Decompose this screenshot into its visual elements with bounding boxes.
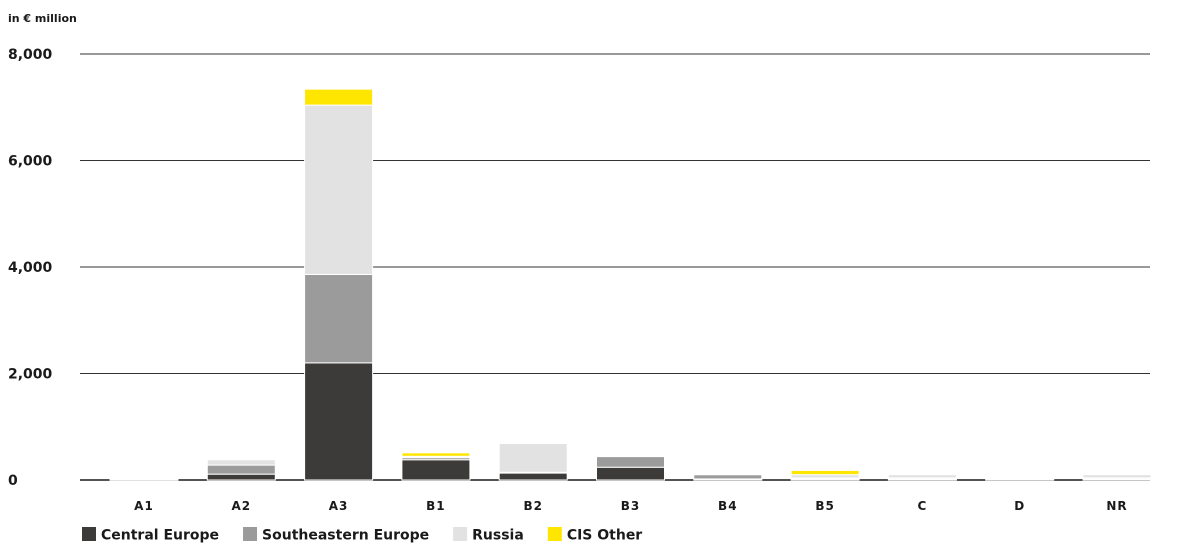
legend-swatch: [453, 527, 468, 541]
x-tick-label: A2: [231, 499, 251, 513]
bars: [109, 88, 1152, 481]
y-tick-label: 2,000: [8, 367, 53, 383]
legend-label: CIS Other: [567, 528, 642, 544]
gridlines: [80, 53, 1150, 481]
unit-label: in € million: [8, 12, 77, 25]
x-tick-label: B4: [718, 499, 738, 513]
legend-label: Russia: [472, 528, 524, 544]
bar-segment: [596, 456, 665, 468]
y-tick-label: 8,000: [8, 47, 53, 63]
bar-segment: [498, 443, 568, 473]
legend: Central Europe Southeastern Europe Russia C…: [82, 527, 642, 544]
x-tick-label: C: [917, 499, 927, 513]
bar-segment: [304, 104, 374, 275]
bar-segment: [401, 459, 471, 481]
bar-segment: [1082, 474, 1152, 479]
bar-segment: [109, 478, 179, 480]
bar-segment: [206, 473, 276, 481]
bar-segment: [498, 472, 568, 481]
bar-segment: [206, 459, 276, 466]
bar-segment: [206, 464, 276, 475]
legend-label: Central Europe: [101, 528, 219, 544]
bar-segment: [693, 473, 763, 476]
bar-segment: [596, 455, 665, 458]
legend-swatch: [547, 527, 562, 541]
x-tick-label: A1: [134, 499, 154, 513]
x-tick-label: B5: [815, 499, 835, 513]
x-tick-label: D: [1014, 499, 1025, 513]
bar-segment: [304, 88, 374, 106]
y-tick-label: 0: [8, 473, 18, 489]
bar-segment: [887, 474, 957, 479]
legend-label: Southeastern Europe: [262, 528, 429, 544]
bar-segment: [693, 474, 763, 480]
x-tick-label: NR: [1106, 499, 1127, 513]
y-tick-label: 4,000: [8, 260, 53, 276]
y-axis-ticks: 0 2,000 4,000 6,000 8,000: [8, 47, 53, 489]
x-tick-label: B3: [621, 499, 641, 513]
bar-segment: [401, 452, 471, 457]
bar-segment: [985, 477, 1055, 479]
x-tick-label: A3: [329, 499, 349, 513]
y-tick-label: 6,000: [8, 154, 53, 170]
bar-segment: [790, 469, 860, 476]
x-tick-label: B2: [523, 499, 543, 513]
legend-swatch: [243, 527, 258, 541]
bar-segment: [596, 466, 665, 481]
bar-segment: [304, 273, 374, 364]
legend-swatch: [82, 527, 96, 541]
x-axis-ticks: A1 A2 A3 B1 B2 B3 B4 B5 C D NR: [134, 499, 1127, 513]
x-tick-label: B1: [426, 499, 446, 513]
bar-segment: [304, 362, 374, 481]
